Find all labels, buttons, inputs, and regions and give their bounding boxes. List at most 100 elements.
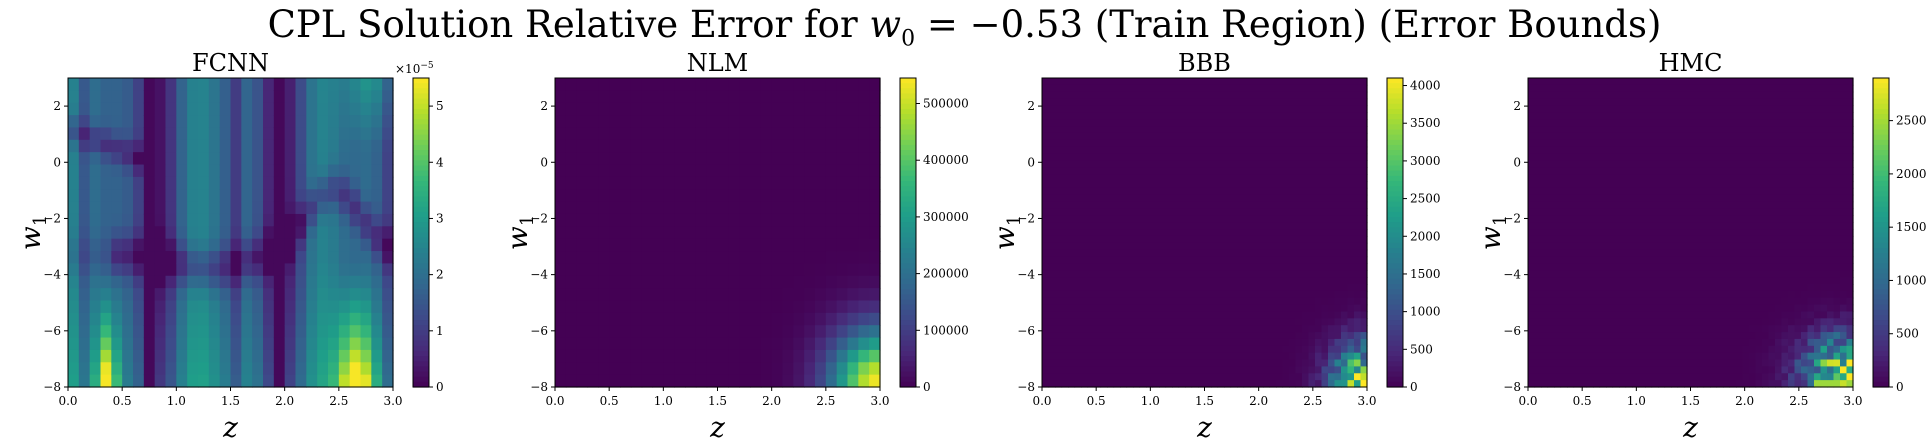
heatmap-cell <box>1224 297 1232 306</box>
heatmap-cell <box>1599 304 1607 313</box>
heatmap-cell <box>306 102 318 116</box>
heatmap-cell <box>1567 187 1575 196</box>
heatmap-cell <box>1269 242 1277 251</box>
heatmap-cell <box>555 362 567 376</box>
heatmap-cell <box>1178 249 1186 258</box>
heatmap-cell <box>1126 311 1134 319</box>
heatmap-cell <box>1567 167 1575 175</box>
heatmap-cell <box>620 263 632 277</box>
heatmap-cell <box>1586 242 1594 251</box>
colorbar-segment <box>900 366 916 373</box>
heatmap-cell <box>1120 160 1128 168</box>
heatmap-cell <box>815 176 827 190</box>
heatmap-cell <box>1289 297 1297 306</box>
heatmap-cell <box>576 337 589 351</box>
heatmap-cell <box>165 176 177 190</box>
heatmap-cell <box>1185 98 1193 107</box>
heatmap-cell <box>587 226 599 240</box>
heatmap-cell <box>1172 345 1180 354</box>
heatmap-cell <box>68 213 80 227</box>
heatmap-cell <box>630 325 643 339</box>
heatmap-cell <box>317 213 329 227</box>
heatmap-cell <box>338 176 351 190</box>
heatmap-cell <box>1360 146 1368 155</box>
heatmap-cell <box>198 176 210 190</box>
heatmap-cell <box>1159 304 1167 313</box>
heatmap-cell <box>1094 105 1102 113</box>
colorbar-segment <box>900 356 916 362</box>
heatmap-cell <box>1593 235 1601 244</box>
heatmap-cell <box>825 349 838 363</box>
heatmap-cell <box>100 349 112 363</box>
heatmap-cell <box>1146 318 1154 326</box>
heatmap-cell <box>1107 359 1115 367</box>
heatmap-cell <box>1159 215 1167 223</box>
heatmap-cell <box>1354 318 1362 326</box>
heatmap-cell <box>1204 256 1212 264</box>
heatmap-cell <box>1042 91 1050 100</box>
heatmap-cell <box>1152 153 1160 161</box>
heatmap-cell <box>1573 242 1581 251</box>
heatmap-cell <box>1658 105 1666 113</box>
heatmap-cell <box>1081 366 1089 374</box>
heatmap-cell <box>1094 270 1102 278</box>
heatmap-cell <box>1295 229 1303 237</box>
heatmap-cell <box>1204 139 1212 148</box>
heatmap-cell <box>1120 338 1128 347</box>
heatmap-cell <box>263 312 275 326</box>
heatmap-cell <box>1087 174 1095 182</box>
heatmap-cell <box>1185 249 1193 258</box>
colorbar-segment <box>1387 191 1403 198</box>
heatmap-cell <box>1126 126 1134 134</box>
heatmap-cell <box>1282 297 1290 306</box>
heatmap-cell <box>565 164 578 178</box>
heatmap-cell <box>750 152 762 166</box>
heatmap-cell <box>1198 78 1206 86</box>
heatmap-cell <box>1120 222 1128 230</box>
heatmap-cell <box>1172 112 1180 120</box>
heatmap-cell <box>1295 160 1303 168</box>
heatmap-cell <box>1224 290 1232 299</box>
heatmap-cell <box>1612 380 1620 388</box>
heatmap-cell <box>1606 222 1614 230</box>
heatmap-cell <box>241 251 253 264</box>
heatmap-cell <box>1217 91 1225 100</box>
heatmap-cell <box>1159 174 1167 182</box>
heatmap-cell <box>1360 338 1368 347</box>
heatmap-cell <box>1237 380 1245 388</box>
heatmap-cell <box>1612 318 1620 326</box>
heatmap-cell <box>1276 311 1284 319</box>
heatmap-cell <box>1211 160 1219 168</box>
heatmap-cell <box>1586 194 1594 203</box>
heatmap-cell <box>685 275 697 289</box>
heatmap-cell <box>1276 345 1284 354</box>
heatmap-cell <box>1606 256 1614 264</box>
heatmap-cell <box>739 189 751 203</box>
heatmap-cell <box>306 201 318 215</box>
heatmap-cell <box>284 90 297 104</box>
heatmap-cell <box>1113 380 1121 388</box>
heatmap-cell <box>1126 181 1134 189</box>
heatmap-cell <box>360 238 372 252</box>
heatmap-cell <box>1191 366 1199 374</box>
heatmap-cell <box>133 164 145 178</box>
heatmap-cell <box>793 176 805 190</box>
heatmap-cell <box>598 90 610 104</box>
x-tick-label: 2.5 <box>1303 394 1322 408</box>
heatmap-cell <box>771 312 784 326</box>
heatmap-cell <box>1172 242 1180 251</box>
heatmap-cell <box>1593 167 1601 175</box>
heatmap-cell <box>695 337 708 351</box>
heatmap-cell <box>1586 208 1594 216</box>
heatmap-cell <box>1541 373 1549 381</box>
heatmap-cell <box>1541 263 1549 271</box>
heatmap-cell <box>1237 98 1245 107</box>
heatmap-cell <box>1638 78 1646 86</box>
heatmap-cell <box>111 90 123 104</box>
heatmap-cell <box>1580 181 1588 189</box>
heatmap-cell <box>1573 208 1581 216</box>
heatmap-cell <box>1120 153 1128 161</box>
heatmap-cell <box>706 288 719 302</box>
heatmap-cell <box>1580 167 1588 175</box>
